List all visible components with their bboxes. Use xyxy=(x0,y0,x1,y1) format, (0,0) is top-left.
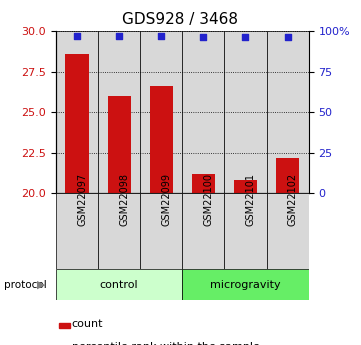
Bar xyxy=(182,269,309,300)
Text: GSM22101: GSM22101 xyxy=(245,173,256,226)
Text: GSM22097: GSM22097 xyxy=(77,173,87,226)
Bar xyxy=(266,31,309,193)
Bar xyxy=(65,54,88,193)
Bar xyxy=(59,323,70,328)
Text: ▶: ▶ xyxy=(37,280,46,289)
Bar xyxy=(140,31,182,193)
Point xyxy=(158,34,164,39)
Text: microgravity: microgravity xyxy=(210,280,281,289)
Bar xyxy=(225,31,266,193)
Text: protocol: protocol xyxy=(4,280,46,289)
Text: percentile rank within the sample: percentile rank within the sample xyxy=(72,342,260,345)
Text: GSM22100: GSM22100 xyxy=(203,173,213,226)
Bar xyxy=(234,180,257,193)
Text: GDS928 / 3468: GDS928 / 3468 xyxy=(122,12,239,27)
Point xyxy=(116,33,122,39)
Bar xyxy=(266,193,309,269)
Bar xyxy=(150,86,173,193)
Bar xyxy=(225,193,266,269)
Text: GSM22098: GSM22098 xyxy=(119,173,129,226)
Bar xyxy=(56,269,182,300)
Text: control: control xyxy=(100,280,138,289)
Point xyxy=(74,33,80,39)
Point xyxy=(285,34,291,40)
Bar xyxy=(276,158,299,193)
Bar xyxy=(56,31,98,193)
Text: count: count xyxy=(72,319,103,328)
Bar xyxy=(182,193,225,269)
Point xyxy=(243,34,248,40)
Bar xyxy=(98,31,140,193)
Text: GSM22102: GSM22102 xyxy=(288,173,297,226)
Bar xyxy=(192,174,215,193)
Point xyxy=(200,34,206,39)
Bar xyxy=(108,96,131,193)
Text: GSM22099: GSM22099 xyxy=(161,173,171,226)
Bar xyxy=(98,193,140,269)
Bar xyxy=(56,193,98,269)
Bar xyxy=(140,193,182,269)
Bar xyxy=(182,31,225,193)
